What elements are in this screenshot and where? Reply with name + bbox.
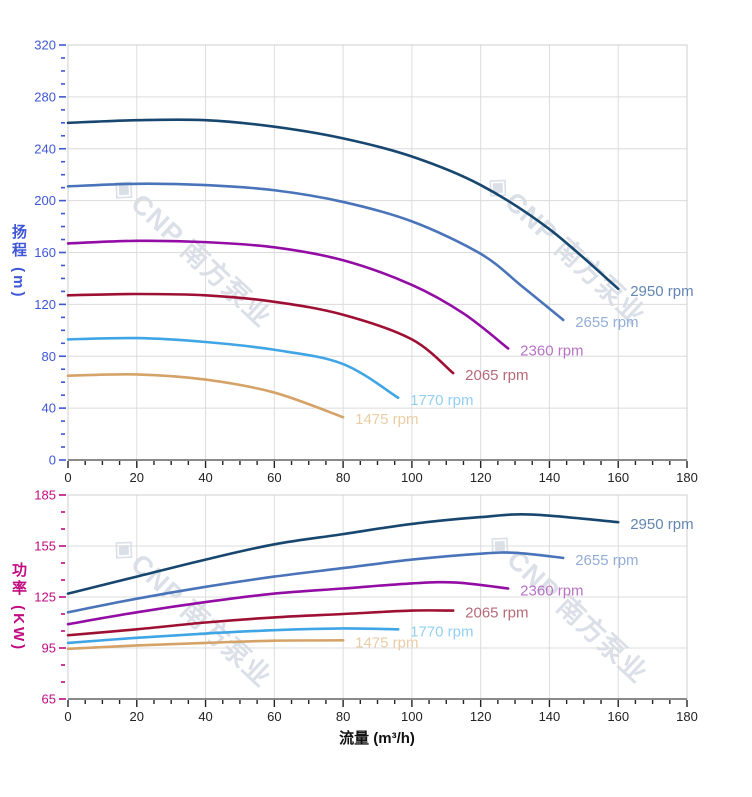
series-label-2065-rpm: 2065 rpm — [465, 367, 528, 384]
series-label-2360-rpm: 2360 rpm — [520, 342, 583, 359]
gridlines — [68, 495, 687, 699]
curve-2950-rpm — [66, 513, 620, 595]
y-tick-label: 120 — [34, 297, 56, 312]
x-tick-label: 80 — [336, 470, 350, 485]
x-tick-label: 80 — [336, 709, 350, 724]
y-tick-label: 160 — [34, 245, 56, 260]
series-label-2655-rpm: 2655 rpm — [575, 314, 638, 331]
series-label-2950-rpm: 2950 rpm — [630, 516, 693, 533]
x-tick-label: 160 — [607, 470, 629, 485]
series-label-2360-rpm: 2360 rpm — [520, 583, 583, 600]
x-tick-label: 20 — [130, 709, 144, 724]
series-label-1475-rpm: 1475 rpm — [355, 411, 418, 428]
x-tick-label: 180 — [676, 709, 698, 724]
y-tick-label: 155 — [34, 539, 56, 554]
curve-2360-rpm — [66, 580, 510, 626]
x-tick-label: 180 — [676, 470, 698, 485]
curve-1770-rpm — [66, 627, 400, 645]
x-tick-label: 100 — [401, 709, 423, 724]
head-chart: 0 40 80 120 160 200 240 280 320 0 20 40 60 80 100 120 14… — [34, 38, 698, 486]
power-chart: 65 95 125 155 185 0 20 40 60 80 100 120 140 160 180 295… — [34, 488, 698, 725]
series-label-2950-rpm: 2950 rpm — [630, 283, 693, 300]
x-tick-label: 40 — [198, 709, 212, 724]
curve-2065-rpm — [66, 609, 455, 637]
curve-2655-rpm — [66, 551, 565, 614]
y-ticks — [59, 44, 66, 461]
gridlines — [68, 45, 687, 460]
y-tick-label: 95 — [42, 641, 56, 656]
y-tick-label: 125 — [34, 590, 56, 605]
series-label-1475-rpm: 1475 rpm — [355, 634, 418, 651]
y-tick-label: 0 — [49, 453, 56, 468]
x-tick-label: 140 — [539, 470, 561, 485]
power-axis-title: 功率 (KW) — [10, 562, 27, 653]
x-ticks — [67, 461, 688, 468]
y-ticks — [59, 494, 66, 700]
y-tick-label: 65 — [42, 692, 56, 707]
curve-2360-rpm — [66, 239, 510, 350]
x-tick-label: 60 — [267, 470, 281, 485]
x-tick-label: 160 — [607, 709, 629, 724]
curve-1475-rpm — [66, 639, 345, 651]
x-tick-label: 0 — [64, 470, 71, 485]
curve-1475-rpm — [66, 372, 345, 419]
x-tick-label: 120 — [470, 709, 492, 724]
y-tick-label: 200 — [34, 193, 56, 208]
x-tick-label: 60 — [267, 709, 281, 724]
flow-axis-title: 流量 (m³/h) — [339, 730, 415, 747]
y-tick-label: 320 — [34, 38, 56, 53]
curve-2655-rpm — [66, 182, 565, 322]
x-tick-label: 40 — [198, 470, 212, 485]
x-tick-label: 20 — [130, 470, 144, 485]
series-label-2655-rpm: 2655 rpm — [575, 552, 638, 569]
series-label-2065-rpm: 2065 rpm — [465, 605, 528, 622]
x-ticks — [67, 700, 688, 707]
y-tick-label: 185 — [34, 488, 56, 503]
x-tick-label: 0 — [64, 709, 71, 724]
y-tick-label: 40 — [42, 401, 56, 416]
curve-2950-rpm — [66, 118, 620, 291]
y-tick-label: 240 — [34, 141, 56, 156]
head-axis-title: 扬程 (m) — [10, 224, 27, 300]
x-tick-label: 140 — [539, 709, 561, 724]
curve-1770-rpm — [66, 336, 400, 400]
series-label-1770-rpm: 1770 rpm — [410, 392, 473, 409]
x-tick-label: 100 — [401, 470, 423, 485]
x-tick-label: 120 — [470, 470, 492, 485]
curve-2065-rpm — [66, 292, 455, 375]
series-label-1770-rpm: 1770 rpm — [410, 623, 473, 640]
y-tick-label: 80 — [42, 349, 56, 364]
y-tick-label: 280 — [34, 89, 56, 104]
